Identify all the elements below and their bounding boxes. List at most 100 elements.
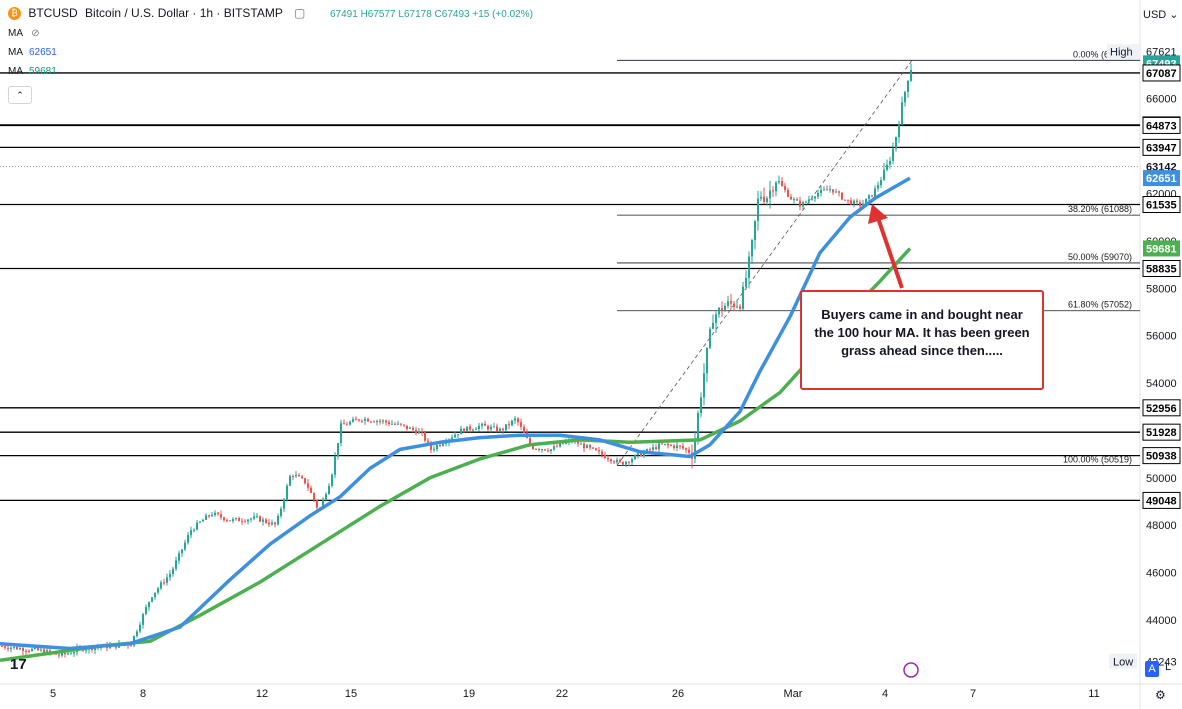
candle-body — [250, 518, 252, 520]
candle-body — [262, 519, 264, 522]
candle-body — [367, 418, 369, 422]
candle-body — [289, 476, 291, 486]
visibility-icon[interactable]: ▢ — [293, 6, 306, 20]
candle-body — [835, 191, 837, 193]
annotation-arrow-head — [868, 204, 888, 224]
candle-body — [238, 518, 240, 522]
candle-body — [232, 519, 234, 521]
candle-body — [907, 80, 909, 92]
indicator-ma-1[interactable]: MA ⊘ — [8, 28, 40, 39]
candle-body — [826, 189, 828, 191]
candle-body — [139, 624, 141, 632]
candle-body — [298, 475, 300, 477]
candle-body — [541, 449, 543, 451]
candle-body — [295, 475, 297, 477]
candle-body — [166, 577, 168, 583]
candle-body — [58, 654, 60, 656]
candle-body — [169, 574, 171, 578]
candle-body — [586, 445, 588, 449]
candle-body — [841, 192, 843, 200]
candle-body — [340, 423, 342, 444]
candle-body — [793, 199, 795, 201]
candle-body — [214, 512, 216, 516]
hidden-eye-icon[interactable]: ⊘ — [31, 28, 40, 39]
currency-selector[interactable]: USD ⌄ — [1143, 9, 1179, 21]
candle-body — [436, 445, 438, 450]
level-price-label-bg — [1142, 259, 1181, 277]
candle-body — [490, 426, 492, 430]
candle-body — [508, 424, 510, 426]
candle-body — [157, 588, 159, 593]
level-price-label-bg — [1142, 491, 1181, 509]
candle-body — [244, 521, 246, 523]
candle-body — [730, 301, 732, 304]
candle-body — [307, 483, 309, 488]
candle-body — [811, 198, 813, 200]
indicator-value: 59681 — [29, 66, 57, 77]
candle-body — [754, 220, 756, 241]
candle-body — [901, 102, 903, 125]
candle-body — [631, 459, 633, 463]
fib-level-label: 61.80% (57052) — [1068, 300, 1132, 310]
candle-body — [211, 515, 213, 517]
ohlc-readout: 67491 H67577 L67178 C67493 +15 (+0.02%) — [330, 9, 533, 20]
candle-body — [475, 428, 477, 430]
candle-body — [430, 442, 432, 450]
indicator-label: MA — [8, 28, 23, 39]
candle-body — [748, 256, 750, 278]
indicator-ma-2[interactable]: MA 62651 — [8, 47, 57, 58]
collapse-legend-button[interactable]: ⌃ — [8, 86, 32, 104]
candle-body — [652, 447, 654, 450]
symbol-row[interactable]: ₿ BTCUSD Bitcoin / U.S. Dollar · 1h · BI… — [8, 6, 306, 21]
auto-scale-button[interactable]: A — [1145, 661, 1159, 677]
symbol-description: Bitcoin / U.S. Dollar · 1h · BITSTAMP — [85, 6, 283, 20]
candle-body — [67, 653, 69, 655]
candle-body — [454, 434, 456, 438]
high-label-bg — [1107, 44, 1139, 60]
x-tick-label: 12 — [256, 688, 268, 700]
candle-body — [871, 195, 873, 197]
candle-body — [301, 476, 303, 479]
level-price-label-bg — [1142, 196, 1181, 214]
candle-body — [898, 124, 900, 138]
log-scale-button[interactable]: L — [1165, 661, 1172, 673]
candle-body — [622, 461, 624, 465]
candle-body — [757, 198, 759, 221]
candle-body — [19, 648, 21, 650]
candle-body — [658, 443, 660, 450]
candle-body — [439, 445, 441, 447]
candle-body — [160, 582, 162, 589]
candle-body — [433, 449, 435, 451]
candle-body — [235, 518, 237, 520]
candle-body — [256, 516, 258, 518]
candle-body — [397, 423, 399, 425]
candle-body — [697, 413, 699, 440]
candle-body — [343, 423, 345, 425]
candle-body — [394, 423, 396, 425]
candle-body — [325, 494, 327, 500]
level-price-label-bg — [1142, 138, 1181, 156]
candle-body — [724, 305, 726, 312]
candle-body — [661, 443, 663, 445]
candle-body — [412, 427, 414, 430]
candle-body — [736, 306, 738, 308]
candle-body — [292, 476, 294, 478]
level-price-label: 51928 — [1146, 427, 1177, 439]
fib-level-label: 50.00% (59070) — [1068, 252, 1132, 262]
candle-body — [217, 512, 219, 515]
fib-level-label: 0.00% (67621) — [1073, 49, 1132, 59]
high-label: High — [1110, 46, 1133, 58]
candle-body — [532, 445, 534, 450]
candle-body — [355, 419, 357, 421]
gear-icon[interactable]: ⚙ — [1155, 688, 1166, 702]
candle-body — [151, 597, 153, 602]
ma100-price-label-bg — [1143, 170, 1180, 187]
candle-body — [403, 424, 405, 426]
candle-body — [196, 522, 198, 530]
candle-body — [778, 181, 780, 183]
candle-body — [352, 419, 354, 422]
candle-body — [535, 448, 537, 450]
candle-body — [655, 447, 657, 450]
candle-body — [688, 449, 690, 453]
indicator-ma-3[interactable]: MA 59681 — [8, 66, 57, 77]
